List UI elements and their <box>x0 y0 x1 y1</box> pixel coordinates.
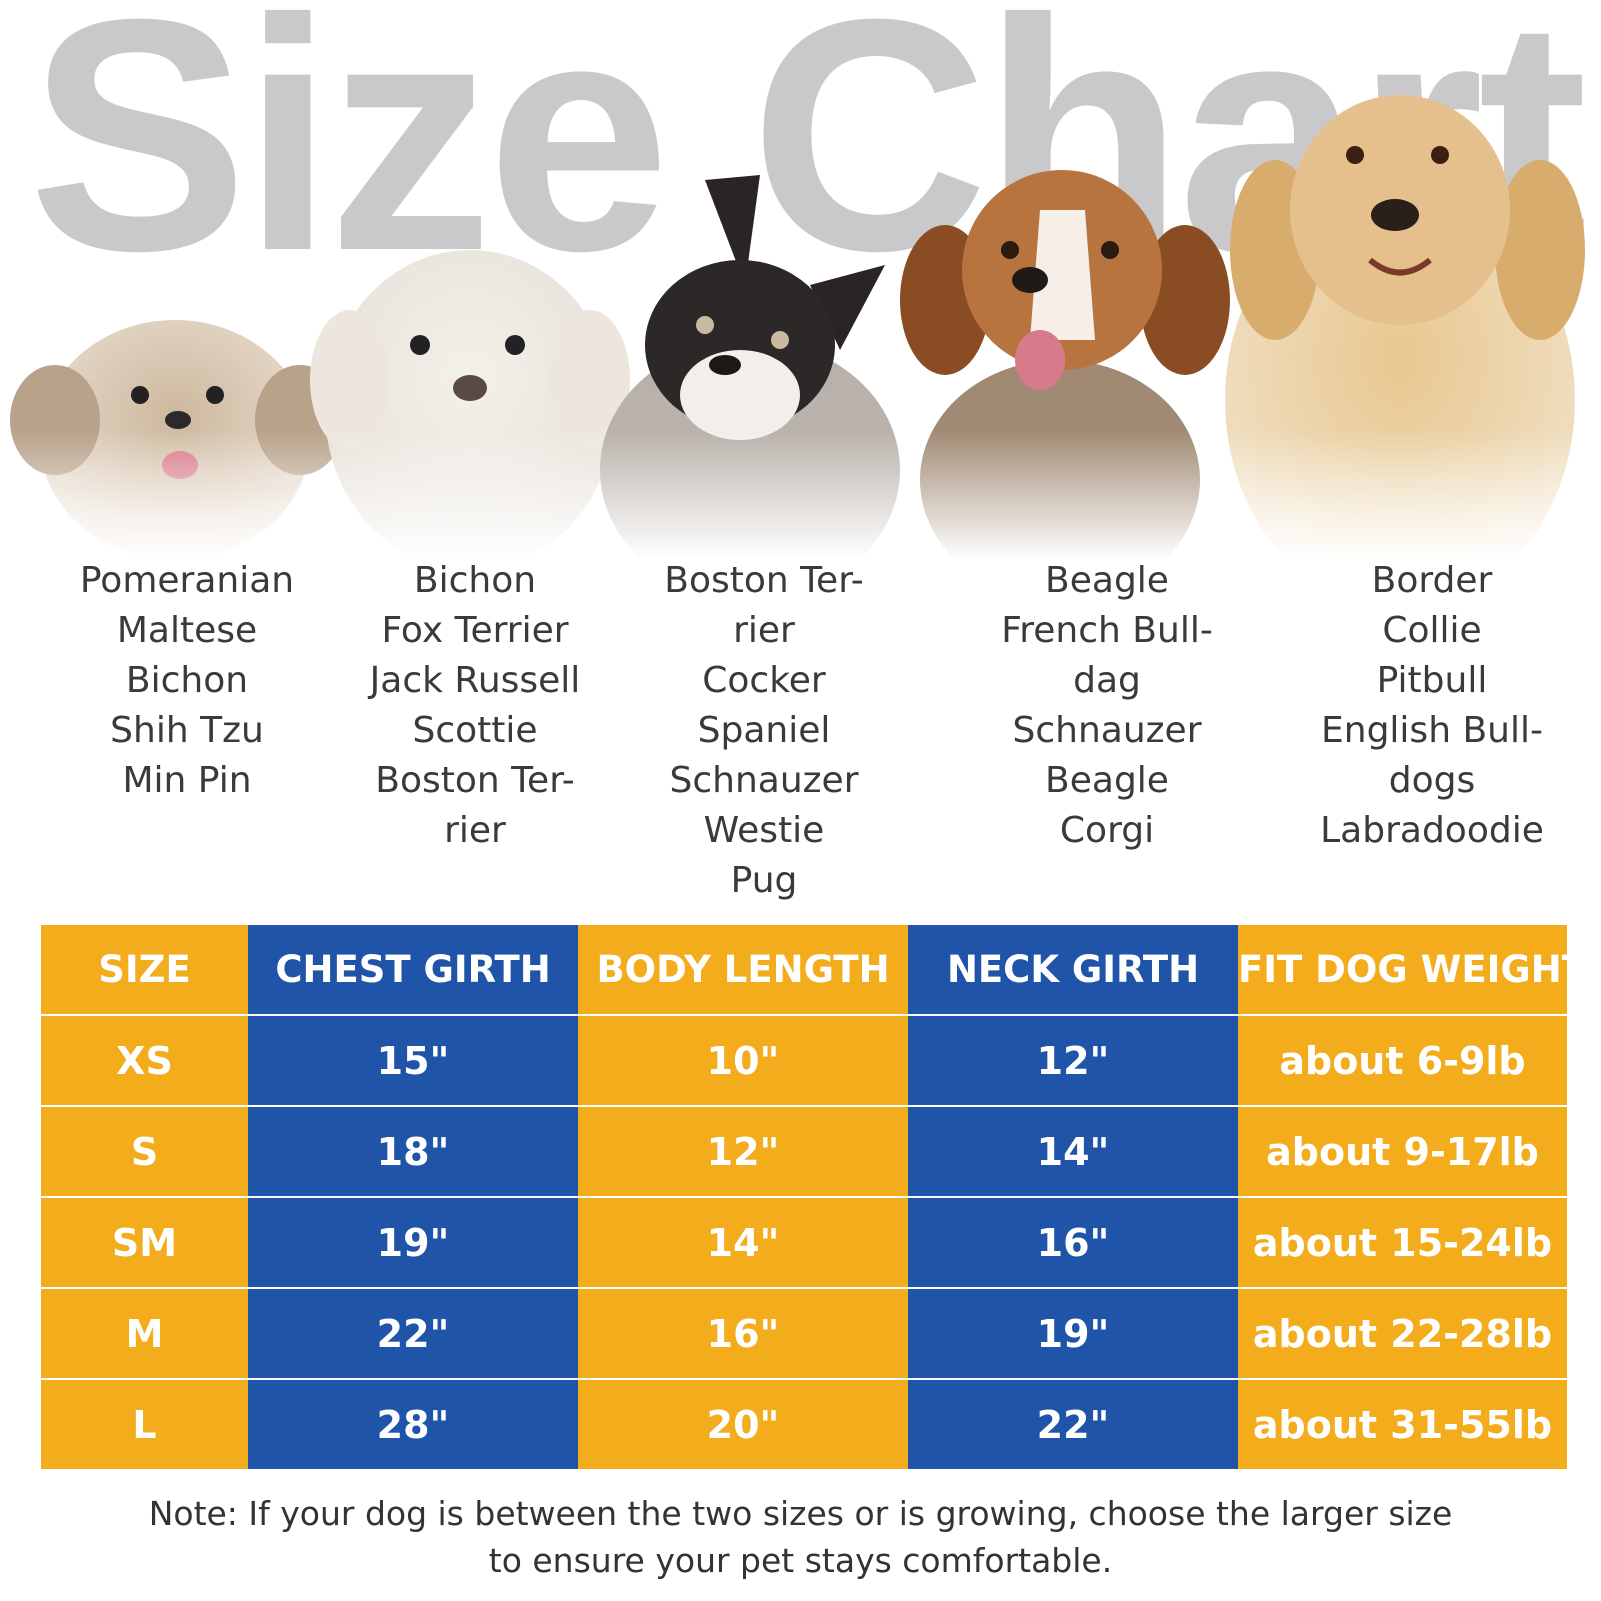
breed-name: Jack Russell <box>369 660 581 701</box>
cell-body-length: 10" <box>578 1015 908 1107</box>
table-row: M 22" 16" 19" about 22-28lb <box>41 1288 1567 1380</box>
breed-name: Schnauzer <box>1012 710 1202 751</box>
cell-chest-girth: 22" <box>248 1288 578 1380</box>
cell-neck-girth: 19" <box>908 1288 1238 1380</box>
cell-size: L <box>41 1379 248 1471</box>
size-note: Note: If your dog is between the two siz… <box>0 1490 1601 1584</box>
cell-neck-girth: 22" <box>908 1379 1238 1471</box>
breed-name: rier <box>733 610 795 651</box>
breed-name: English Bull- <box>1321 710 1543 751</box>
breed-name: Shih Tzu <box>110 710 264 751</box>
breed-name: Border <box>1371 560 1493 601</box>
breed-name: Spaniel <box>697 710 831 751</box>
header-size: SIZE <box>41 925 248 1016</box>
cell-body-length: 14" <box>578 1197 908 1289</box>
cell-neck-girth: 16" <box>908 1197 1238 1289</box>
cell-chest-girth: 15" <box>248 1015 578 1107</box>
breed-name: Scottie <box>412 710 538 751</box>
cell-neck-girth: 12" <box>908 1015 1238 1107</box>
breed-column-boston-terrier: Boston Ter- rier Cocker Spaniel Schnauze… <box>634 556 894 906</box>
breed-name: French Bull- <box>1001 610 1213 651</box>
breed-name: Pug <box>730 860 798 901</box>
cell-fit-dog-weight: about 9-17lb <box>1238 1106 1567 1198</box>
cell-size: M <box>41 1288 248 1380</box>
cell-size: S <box>41 1106 248 1198</box>
breed-name: dogs <box>1388 760 1476 801</box>
breed-name: Pitbull <box>1376 660 1488 701</box>
breed-name: Beagle <box>1045 760 1169 801</box>
breed-name: Maltese <box>116 610 258 651</box>
cell-size: SM <box>41 1197 248 1289</box>
breed-name: Bichon <box>125 660 249 701</box>
size-table: SIZE CHEST GIRTH BODY LENGTH NECK GIRTH … <box>41 925 1567 1471</box>
breed-name: Schnauzer <box>669 760 859 801</box>
cell-chest-girth: 19" <box>248 1197 578 1289</box>
header-neck-girth: NECK GIRTH <box>908 925 1238 1016</box>
breed-name: rier <box>444 810 506 851</box>
breed-name: Boston Ter- <box>375 760 575 801</box>
note-line-2: to ensure your pet stays comfortable. <box>488 1541 1113 1580</box>
breed-name: Labradoodie <box>1320 810 1544 851</box>
breed-list: Pomeranian Maltese Bichon Shih Tzu Min P… <box>0 556 1601 901</box>
breed-name: Beagle <box>1045 560 1169 601</box>
breed-name: Fox Terrier <box>381 610 569 651</box>
header-fit-dog-weight: FIT DOG WEIGHT <box>1238 925 1567 1016</box>
table-header-row: SIZE CHEST GIRTH BODY LENGTH NECK GIRTH … <box>41 925 1567 1016</box>
cell-chest-girth: 18" <box>248 1106 578 1198</box>
cell-body-length: 16" <box>578 1288 908 1380</box>
breed-column-beagle: Beagle French Bull- dag Schnauzer Beagle… <box>977 556 1237 856</box>
dog-photos <box>0 95 1601 560</box>
breed-column-bichon: Bichon Fox Terrier Jack Russell Scottie … <box>345 556 605 856</box>
table-row: XS 15" 10" 12" about 6-9lb <box>41 1015 1567 1107</box>
table-row: L 28" 20" 22" about 31-55lb <box>41 1379 1567 1471</box>
breed-name: Pomeranian <box>79 560 295 601</box>
cell-body-length: 12" <box>578 1106 908 1198</box>
breed-name: dag <box>1073 660 1141 701</box>
cell-size: XS <box>41 1015 248 1107</box>
header-chest-girth: CHEST GIRTH <box>248 925 578 1016</box>
cell-chest-girth: 28" <box>248 1379 578 1471</box>
header-body-length: BODY LENGTH <box>578 925 908 1016</box>
cell-fit-dog-weight: about 31-55lb <box>1238 1379 1567 1471</box>
cell-body-length: 20" <box>578 1379 908 1471</box>
breed-name: Boston Ter- <box>664 560 864 601</box>
breed-column-pomeranian: Pomeranian Maltese Bichon Shih Tzu Min P… <box>57 556 317 806</box>
breed-name: Corgi <box>1059 810 1155 851</box>
table-row: SM 19" 14" 16" about 15-24lb <box>41 1197 1567 1289</box>
breed-name: Collie <box>1382 610 1482 651</box>
note-line-1: Note: If your dog is between the two siz… <box>148 1494 1453 1533</box>
cell-neck-girth: 14" <box>908 1106 1238 1198</box>
breed-name: Bichon <box>413 560 537 601</box>
breed-name: Westie <box>703 810 825 851</box>
breed-column-border-collie: Border Collie Pitbull English Bull- dogs… <box>1302 556 1562 856</box>
breed-name: Min Pin <box>122 760 252 801</box>
table-row: S 18" 12" 14" about 9-17lb <box>41 1106 1567 1198</box>
breed-name: Cocker <box>702 660 826 701</box>
cell-fit-dog-weight: about 22-28lb <box>1238 1288 1567 1380</box>
cell-fit-dog-weight: about 6-9lb <box>1238 1015 1567 1107</box>
cell-fit-dog-weight: about 15-24lb <box>1238 1197 1567 1289</box>
